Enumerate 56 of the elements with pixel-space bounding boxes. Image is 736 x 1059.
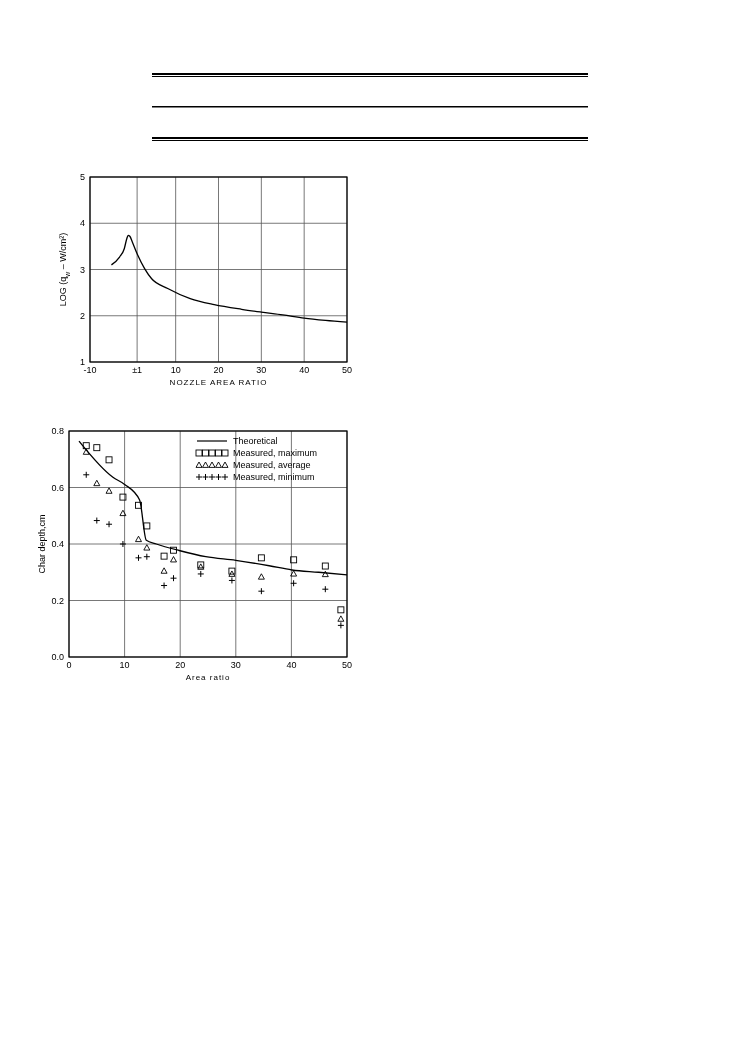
x-tick-label: -10	[83, 365, 97, 375]
point	[143, 544, 151, 551]
point	[135, 535, 142, 543]
legend-label: Measured, average	[233, 460, 311, 470]
y-tick-label: 0.2	[51, 595, 64, 606]
y-tick-label: 1	[79, 357, 85, 367]
x-tick-label: 50	[341, 660, 353, 670]
x-tick-label: 10	[170, 365, 181, 375]
point	[337, 606, 345, 614]
point	[93, 479, 101, 487]
legend-label: Measured, minimum	[233, 472, 315, 482]
x-tick-label: 20	[175, 660, 186, 670]
point	[105, 487, 113, 494]
x-tick-label: 50	[341, 365, 353, 375]
point	[119, 509, 127, 517]
x-tick-label: 40	[299, 365, 310, 375]
point	[290, 556, 298, 564]
y-tick-label: 0.8	[51, 426, 64, 436]
point	[290, 570, 298, 577]
y-tick-label: 2	[79, 310, 85, 321]
x-tick-label: 20	[213, 365, 224, 375]
y-tick-label: 0.0	[51, 652, 64, 662]
point	[321, 562, 329, 570]
x-tick-label: ±1	[132, 365, 143, 375]
point	[228, 567, 236, 575]
point	[160, 567, 168, 574]
y-tick-label: 4	[79, 218, 85, 229]
point	[228, 570, 236, 577]
x-axis-title: Area ratio	[185, 673, 231, 682]
point	[143, 522, 151, 530]
legend-label: Measured, maximum	[233, 448, 318, 458]
x-tick-label: 30	[230, 660, 241, 670]
x-tick-label: 10	[119, 660, 130, 670]
y-tick-label: 5	[79, 172, 85, 182]
point	[135, 501, 142, 509]
y-tick-label: 0.4	[51, 539, 64, 549]
point	[257, 554, 265, 562]
point	[321, 570, 329, 578]
point	[82, 448, 90, 455]
x-tick-label: 40	[286, 660, 297, 670]
point	[170, 556, 177, 563]
point	[337, 615, 345, 622]
y-axis-title: Char depth,cm	[37, 514, 47, 574]
x-tick-label: 30	[256, 365, 267, 375]
x-tick-label: 0	[66, 660, 72, 670]
point	[119, 493, 127, 501]
point	[170, 546, 177, 554]
point	[160, 552, 168, 560]
point	[82, 442, 90, 450]
y-tick-label: 3	[79, 264, 85, 275]
legend-label: Theoretical	[233, 436, 278, 446]
y-tick-label: 0.6	[51, 482, 64, 493]
point	[257, 573, 265, 580]
point	[93, 444, 101, 452]
point	[105, 456, 113, 464]
x-axis-title: NOZZLE AREA RATIO	[169, 378, 268, 387]
